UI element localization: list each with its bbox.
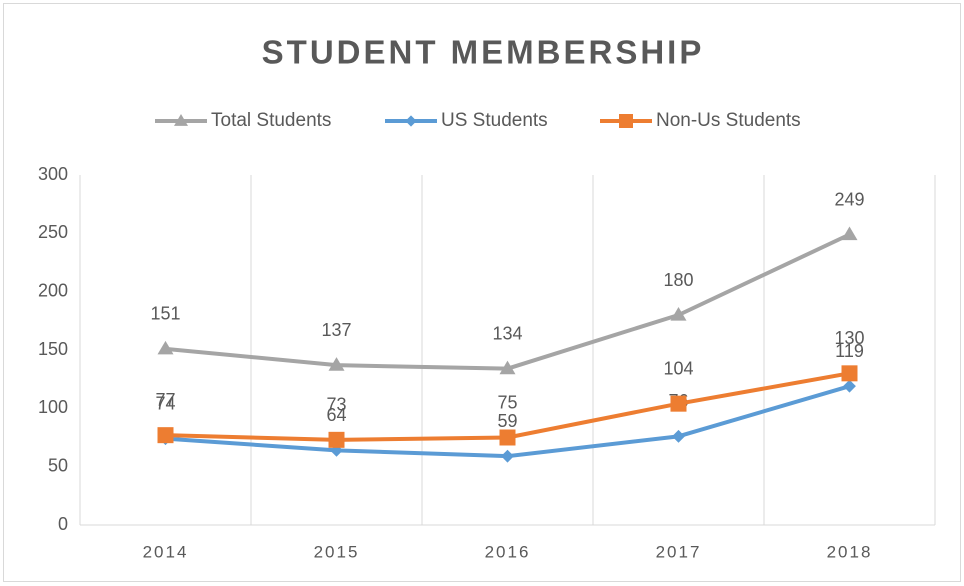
data-label: 180 <box>663 270 693 290</box>
marker <box>670 395 687 412</box>
y-tick-label: 250 <box>38 222 68 242</box>
marker <box>501 449 514 463</box>
data-label: 151 <box>150 304 180 324</box>
y-tick-label: 100 <box>38 397 68 417</box>
x-tick-label: 2017 <box>656 542 702 561</box>
legend-label: Total Students <box>211 110 331 131</box>
marker <box>670 307 687 321</box>
y-tick-label: 0 <box>58 514 68 534</box>
marker <box>330 443 343 457</box>
y-tick-label: 50 <box>48 455 68 475</box>
y-tick-label: 150 <box>38 339 68 359</box>
legend-label: Non-Us Students <box>656 110 801 131</box>
x-tick-label: 2014 <box>143 542 189 561</box>
marker <box>499 360 516 375</box>
data-label: 77 <box>155 390 175 410</box>
y-tick-label: 300 <box>38 164 68 184</box>
marker <box>157 340 174 355</box>
data-label: 137 <box>321 320 351 340</box>
data-label: 249 <box>834 189 864 209</box>
marker <box>672 429 685 443</box>
marker <box>328 357 345 371</box>
marker <box>843 379 856 393</box>
data-label: 119 <box>835 341 864 361</box>
marker <box>405 115 417 127</box>
marker <box>174 114 188 126</box>
data-label: 134 <box>492 323 522 343</box>
marker <box>157 427 174 444</box>
chart-title: STUDENT MEMBERSHIP <box>262 34 705 71</box>
x-tick-label: 2015 <box>314 542 360 561</box>
data-label: 64 <box>326 405 346 425</box>
marker <box>328 431 345 448</box>
x-tick-label: 2018 <box>827 542 873 561</box>
data-label: 104 <box>663 358 693 378</box>
marker <box>841 365 858 382</box>
chart-border <box>3 3 961 582</box>
legend-label: US Students <box>441 110 548 131</box>
marker <box>499 429 516 446</box>
data-label: 73 <box>326 395 346 415</box>
x-tick-label: 2016 <box>485 542 531 561</box>
data-label: 74 <box>155 393 175 413</box>
data-label: 130 <box>834 328 864 348</box>
data-label: 59 <box>497 411 517 431</box>
marker <box>619 114 633 128</box>
y-tick-label: 200 <box>38 280 68 300</box>
data-label: 75 <box>497 392 517 412</box>
marker <box>841 226 858 241</box>
